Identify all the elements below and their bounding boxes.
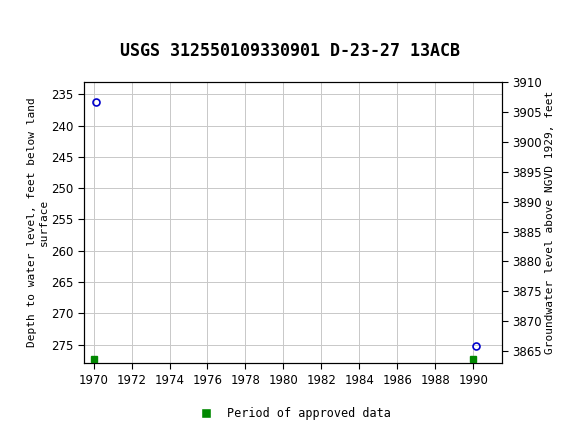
Text: USGS 312550109330901 D-23-27 13ACB: USGS 312550109330901 D-23-27 13ACB <box>120 42 460 60</box>
Y-axis label: Depth to water level, feet below land
surface: Depth to water level, feet below land su… <box>27 98 49 347</box>
Y-axis label: Groundwater level above NGVD 1929, feet: Groundwater level above NGVD 1929, feet <box>545 91 554 354</box>
Text: ▒USGS: ▒USGS <box>7 14 76 31</box>
Legend: Period of approved data: Period of approved data <box>190 402 396 425</box>
